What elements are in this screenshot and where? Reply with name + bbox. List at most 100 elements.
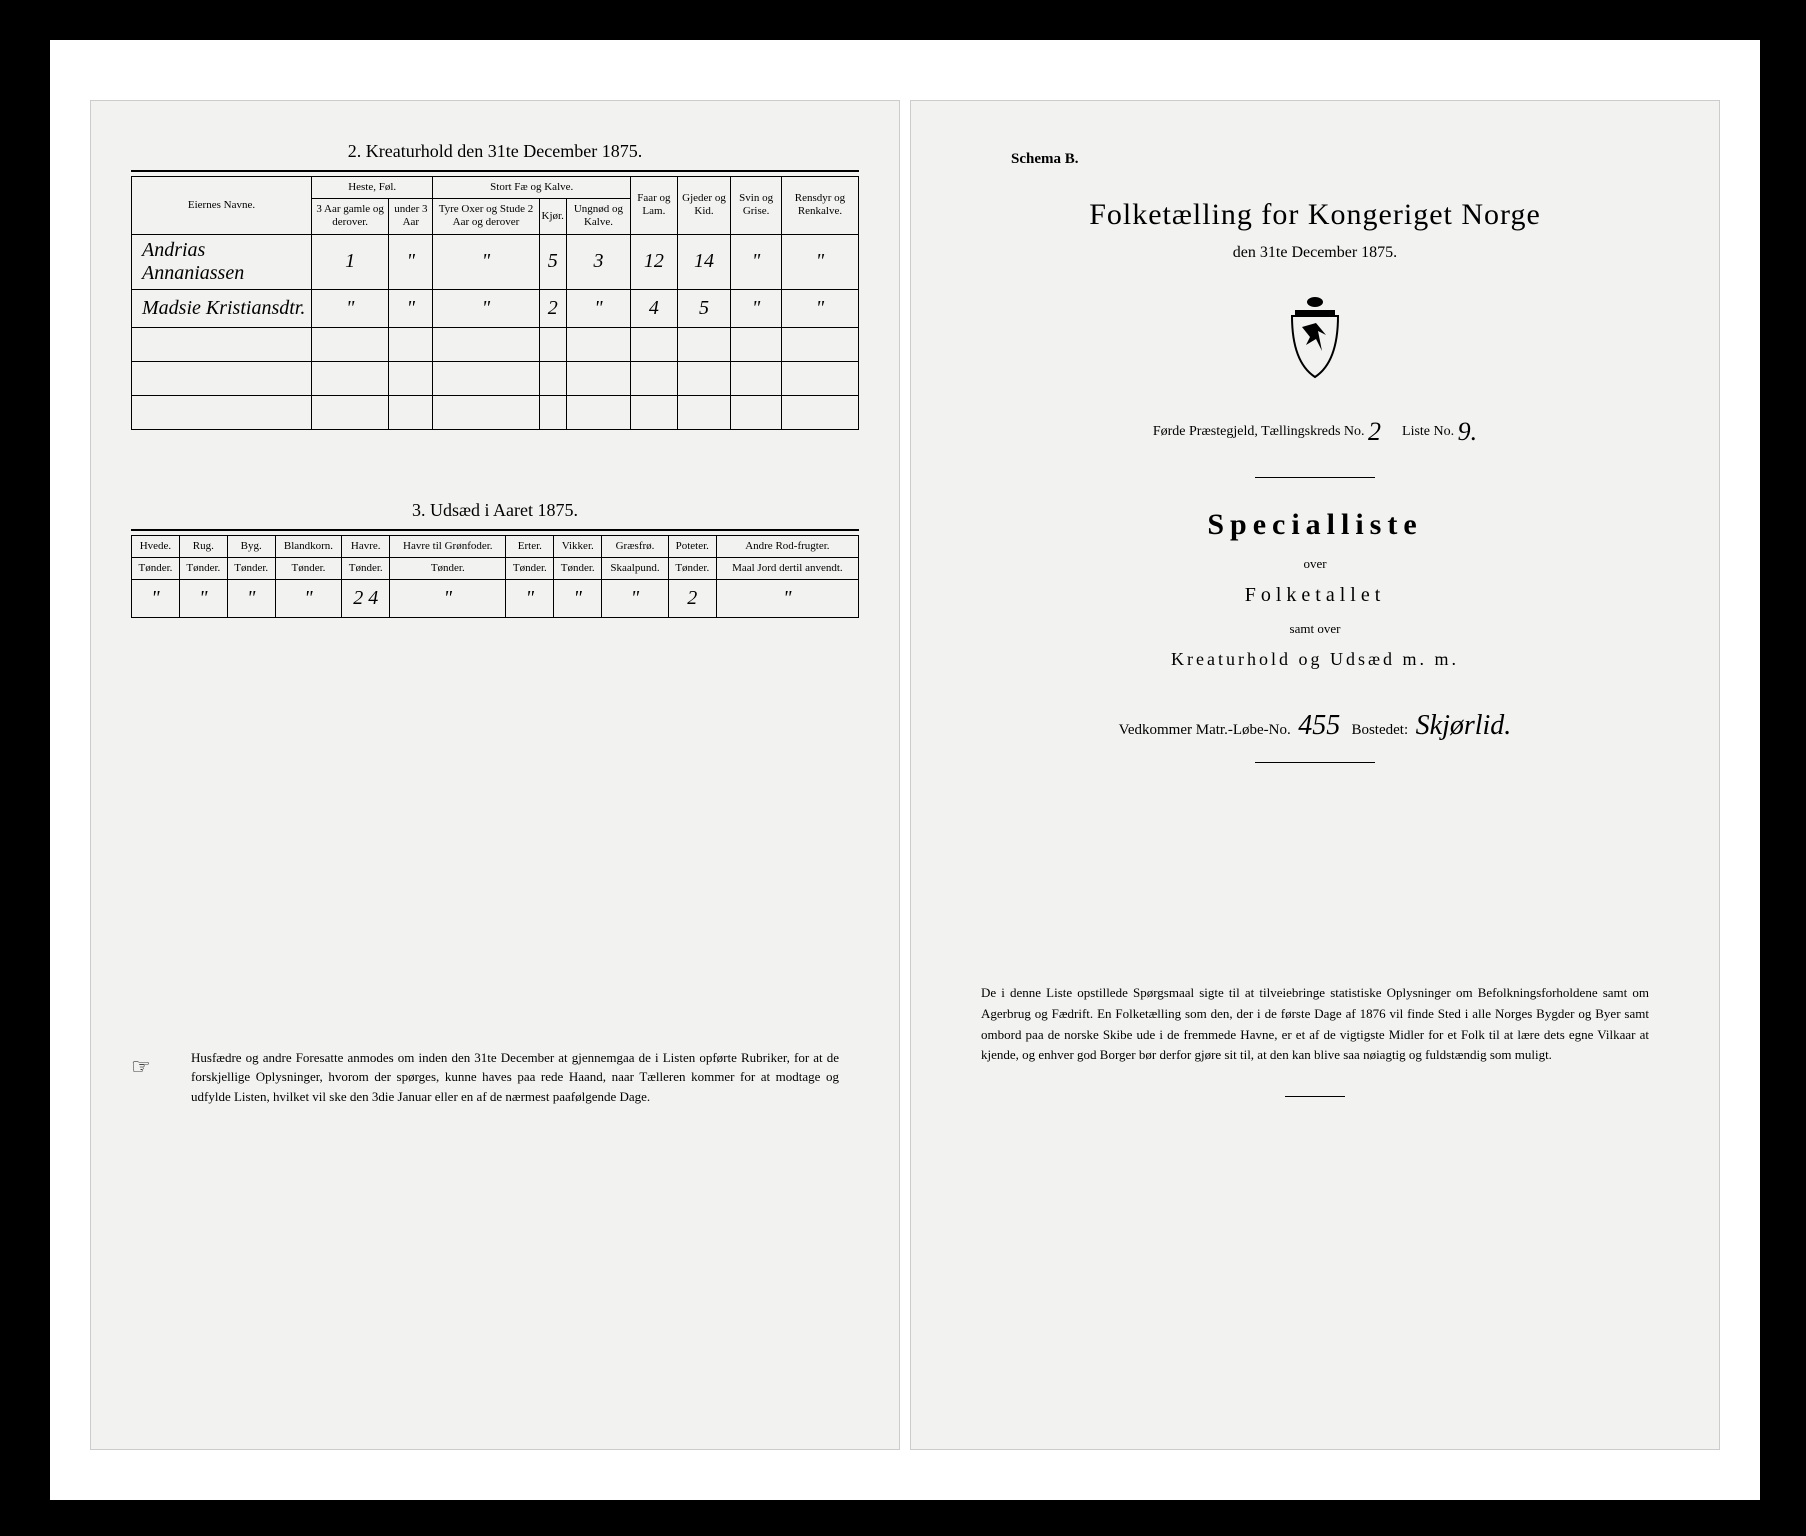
cell: 2 <box>668 579 716 617</box>
scan-background: 2. Kreaturhold den 31te December 1875. E… <box>50 40 1760 1500</box>
cell: " <box>506 579 554 617</box>
col-horses: Heste, Føl. <box>312 177 433 199</box>
left-page: 2. Kreaturhold den 31te December 1875. E… <box>90 100 900 1450</box>
cell: " <box>716 579 858 617</box>
cell: " <box>781 234 858 289</box>
vedkommer-label: Vedkommer Matr.-Løbe-No. <box>1119 722 1291 738</box>
col: Byg. <box>227 535 275 557</box>
cell: 5 <box>677 289 731 327</box>
col: Græsfrø. <box>602 535 669 557</box>
cell: " <box>554 579 602 617</box>
cell: " <box>275 579 342 617</box>
cell: " <box>227 579 275 617</box>
divider <box>131 170 859 172</box>
unit: Tønder. <box>390 557 506 579</box>
col-cattle-c: Ungnød og Kalve. <box>566 199 630 234</box>
left-footnote: ☞ Husfædre og andre Foresatte anmodes om… <box>131 1048 859 1107</box>
cell: 1 <box>312 234 389 289</box>
col: Erter. <box>506 535 554 557</box>
livestock-table: Eiernes Navne. Heste, Føl. Stort Fæ og K… <box>131 176 859 430</box>
table2-title: 2. Kreaturhold den 31te December 1875. <box>131 141 859 162</box>
divider <box>1285 1096 1345 1097</box>
cell: 3 <box>566 234 630 289</box>
unit: Tønder. <box>342 557 390 579</box>
cell: " <box>389 234 433 289</box>
col: Hvede. <box>132 535 180 557</box>
table-row <box>132 395 859 429</box>
unit: Skaalpund. <box>602 557 669 579</box>
cell: " <box>602 579 669 617</box>
vedkommer-line: Vedkommer Matr.-Løbe-No. 455 Bostedet: S… <box>971 710 1659 742</box>
folketallet-label: Folketallet <box>971 584 1659 607</box>
col-pigs: Svin og Grise. <box>731 177 782 235</box>
table3-title: 3. Udsæd i Aaret 1875. <box>131 500 859 521</box>
schema-label: Schema B. <box>1011 151 1659 168</box>
owner-name: Andrias Annaniassen <box>132 234 312 289</box>
col: Blandkorn. <box>275 535 342 557</box>
cell: 2 <box>539 289 566 327</box>
divider <box>1255 477 1375 478</box>
liste-no: 9. <box>1458 417 1478 446</box>
table-row <box>132 361 859 395</box>
district-prefix: Førde Præstegjeld, Tællingskreds No. <box>1153 424 1365 439</box>
matr-no: 455 <box>1298 710 1340 741</box>
table-row: Madsie Kristiansdtr. " " " 2 " 4 5 " " <box>132 289 859 327</box>
cell: " <box>179 579 227 617</box>
table-row: " " " " 2 4 " " " " 2 " <box>132 579 859 617</box>
right-page: Schema B. Folketælling for Kongeriget No… <box>910 100 1720 1450</box>
unit: Tønder. <box>227 557 275 579</box>
coat-of-arms-icon <box>971 292 1659 387</box>
cell: " <box>731 289 782 327</box>
cell: 12 <box>631 234 678 289</box>
cell: " <box>731 234 782 289</box>
cell: " <box>566 289 630 327</box>
unit: Tønder. <box>554 557 602 579</box>
col: Vikker. <box>554 535 602 557</box>
owner-name: Madsie Kristiansdtr. <box>132 289 312 327</box>
specialliste-title: Specialliste <box>971 508 1659 542</box>
col: Rug. <box>179 535 227 557</box>
over-label: over <box>971 556 1659 572</box>
cell: " <box>389 289 433 327</box>
unit: Tønder. <box>179 557 227 579</box>
unit: Tønder. <box>506 557 554 579</box>
col-cattle-b: Kjør. <box>539 199 566 234</box>
table-row <box>132 327 859 361</box>
col-horses-b: under 3 Aar <box>389 199 433 234</box>
col-sheep: Faar og Lam. <box>631 177 678 235</box>
bosted-value: Skjørlid. <box>1416 710 1512 741</box>
unit: Tønder. <box>275 557 342 579</box>
cell: " <box>132 579 180 617</box>
cell: " <box>390 579 506 617</box>
col-cattle-a: Tyre Oxer og Stude 2 Aar og derover <box>433 199 539 234</box>
unit: Maal Jord dertil anvendt. <box>716 557 858 579</box>
samt-over-label: samt over <box>971 621 1659 637</box>
pointing-hand-icon: ☞ <box>131 1050 151 1083</box>
district-no: 2 <box>1368 417 1381 446</box>
district-line: Førde Præstegjeld, Tællingskreds No. 2 L… <box>971 417 1659 447</box>
bosted-label: Bostedet: <box>1351 722 1408 738</box>
cell: 2 4 <box>342 579 390 617</box>
col-cattle: Stort Fæ og Kalve. <box>433 177 631 199</box>
unit: Tønder. <box>668 557 716 579</box>
col: Poteter. <box>668 535 716 557</box>
cell: 4 <box>631 289 678 327</box>
date-line: den 31te December 1875. <box>971 244 1659 262</box>
cell: " <box>433 289 539 327</box>
unit: Tønder. <box>132 557 180 579</box>
right-footnote: De i denne Liste opstillede Spørgsmaal s… <box>971 983 1659 1066</box>
sowing-table: Hvede. Rug. Byg. Blandkorn. Havre. Havre… <box>131 535 859 618</box>
divider <box>131 529 859 531</box>
divider <box>1255 762 1375 763</box>
liste-label: Liste No. <box>1402 424 1454 439</box>
table-row: Andrias Annaniassen 1 " " 5 3 12 14 " " <box>132 234 859 289</box>
cell: " <box>312 289 389 327</box>
col-horses-a: 3 Aar gamle og derover. <box>312 199 389 234</box>
col-goats: Gjeder og Kid. <box>677 177 731 235</box>
footnote-text: Husfædre og andre Foresatte anmodes om i… <box>191 1050 839 1104</box>
cell: 5 <box>539 234 566 289</box>
col: Havre. <box>342 535 390 557</box>
col: Havre til Grønfoder. <box>390 535 506 557</box>
cell: 14 <box>677 234 731 289</box>
col-owner-name: Eiernes Navne. <box>132 177 312 235</box>
